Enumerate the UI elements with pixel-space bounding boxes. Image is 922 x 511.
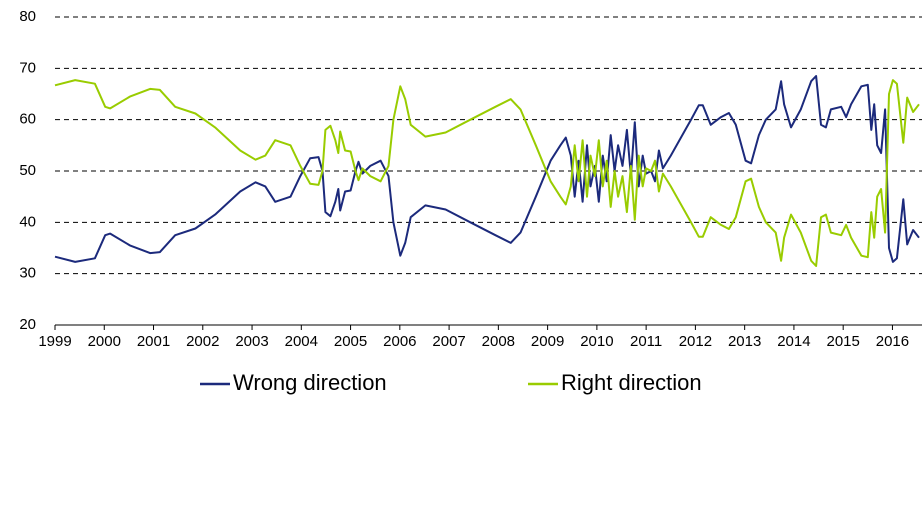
y-tick-label: 40 <box>19 213 36 230</box>
x-tick-label: 2010 <box>580 333 613 350</box>
x-tick-label: 2011 <box>630 333 662 350</box>
x-tick-label: 1999 <box>38 333 71 350</box>
y-tick-label: 30 <box>19 265 36 282</box>
y-tick-label: 70 <box>19 59 36 76</box>
y-tick-label: 20 <box>19 316 36 333</box>
line <box>54 75 920 263</box>
legend-label: Right direction <box>561 370 702 395</box>
line <box>54 79 920 267</box>
x-tick-label: 2008 <box>482 333 515 350</box>
x-tick-label: 2012 <box>679 333 712 350</box>
legend-label: Wrong direction <box>233 370 387 395</box>
x-tick-label: 2009 <box>531 333 564 350</box>
x-tick-label: 2015 <box>826 333 859 350</box>
x-tick-label: 2006 <box>383 333 416 350</box>
y-tick-label: 50 <box>19 162 36 179</box>
x-tick-label: 2002 <box>186 333 219 350</box>
x-tick-label: 2014 <box>777 333 810 350</box>
y-tick-label: 80 <box>19 8 36 25</box>
x-tick-label: 2013 <box>728 333 761 350</box>
x-tick-label: 2007 <box>432 333 465 350</box>
x-tick-label: 2003 <box>235 333 268 350</box>
x-tick-label: 2005 <box>334 333 367 350</box>
x-tick-label: 2004 <box>285 333 318 350</box>
x-tick-label: 2000 <box>88 333 121 350</box>
y-tick-label: 60 <box>19 111 36 128</box>
x-tick-label: 2001 <box>137 333 170 350</box>
x-tick-label: 2016 <box>876 333 909 350</box>
